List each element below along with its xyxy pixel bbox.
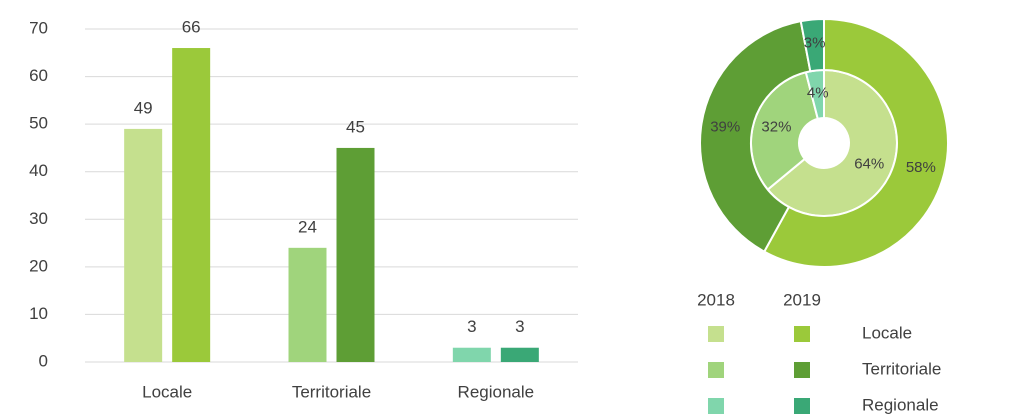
bar [452, 347, 491, 362]
y-tick-label: 30 [29, 209, 48, 228]
x-tick-label: Territoriale [292, 382, 371, 401]
slice-label: 4% [807, 84, 829, 101]
legend-swatch [794, 326, 810, 342]
y-tick-label: 40 [29, 161, 48, 180]
x-tick-label: Locale [142, 382, 192, 401]
y-tick-label: 0 [39, 351, 48, 370]
donut-slice [762, 17, 949, 268]
bar [124, 128, 163, 362]
x-tick-label: Regionale [458, 382, 535, 401]
y-tick-label: 20 [29, 256, 48, 275]
bar [336, 147, 375, 362]
legend-swatch [794, 362, 810, 378]
legend-header: 2019 [783, 290, 821, 309]
slice-label: 64% [854, 155, 884, 172]
legend-swatch [794, 398, 810, 414]
legend-label: Territoriale [862, 359, 941, 378]
slice-label: 39% [710, 118, 740, 135]
bar [172, 48, 211, 363]
donut-slice [799, 17, 825, 73]
legend-header: 2018 [697, 290, 735, 309]
y-tick-label: 50 [29, 114, 48, 133]
slice-label: 3% [804, 34, 826, 51]
value-label: 66 [182, 18, 201, 37]
value-label: 3 [515, 317, 524, 336]
y-tick-label: 60 [29, 66, 48, 85]
value-label: 3 [467, 317, 476, 336]
legend-swatch [708, 326, 724, 342]
legend-label: Regionale [862, 395, 939, 414]
bar [288, 247, 327, 362]
bar [500, 347, 539, 362]
donut-slice [699, 20, 812, 254]
slice-label: 32% [761, 119, 791, 136]
value-label: 24 [298, 217, 317, 236]
value-label: 49 [134, 98, 153, 117]
value-label: 45 [346, 117, 365, 136]
y-tick-label: 70 [29, 18, 48, 37]
legend-swatch [708, 362, 724, 378]
legend-label: Locale [862, 323, 912, 342]
y-tick-label: 10 [29, 304, 48, 323]
legend-swatch [708, 398, 724, 414]
slice-label: 58% [906, 159, 936, 176]
